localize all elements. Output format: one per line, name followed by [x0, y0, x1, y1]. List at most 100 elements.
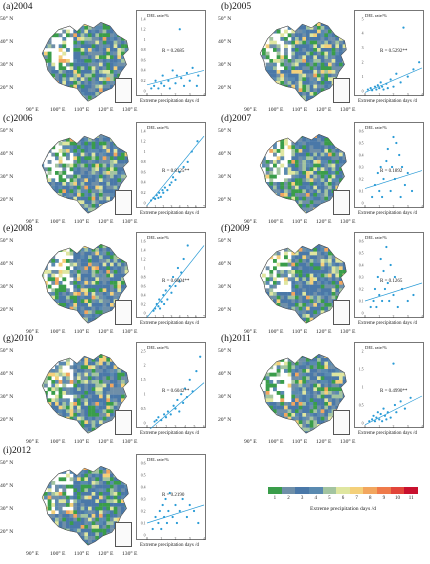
latitude-label: 20° N — [0, 529, 14, 535]
x-tick-label: 4 — [421, 315, 423, 319]
colorbar-ticks: 1 2 3 4 5 6 7 8 9 10 11 — [268, 496, 418, 504]
data-point — [182, 257, 185, 261]
x-tick-label: 7 — [203, 315, 205, 319]
colorbar-swatch — [268, 487, 282, 494]
data-point — [158, 191, 161, 194]
longitude-label: 100° E — [50, 439, 66, 445]
panel: (b)2005 50° N 40° N 30° N 20° N 90° E 100° E 11… — [218, 2, 428, 120]
scatter-plot: 1.4 1.2 1 0.8 0.6 0.4 0.2 0 0 1 2 3 4 — [136, 10, 206, 97]
data-point — [163, 186, 167, 189]
data-point — [197, 521, 200, 525]
data-point — [403, 407, 406, 410]
data-point — [183, 387, 187, 390]
panel: (e)2008 50° N 40° N 30° N 20° N 90° E 100° E 11… — [0, 224, 210, 342]
south-china-sea-inset — [333, 78, 350, 103]
data-point — [157, 196, 160, 199]
x-tick-label: 4 — [421, 205, 423, 209]
data-point — [383, 414, 387, 417]
y-tick-label: 0.6 — [359, 129, 364, 133]
data-point — [388, 299, 391, 303]
y-tick-label: 0.2 — [359, 177, 364, 181]
longitude-label: 90° E — [26, 107, 39, 113]
data-point — [389, 78, 392, 81]
data-point — [154, 307, 157, 310]
latitude-label: 20° N — [218, 85, 232, 91]
data-point — [159, 195, 162, 198]
y-tick-label: 0.6 — [141, 461, 146, 465]
data-point — [171, 275, 175, 279]
data-point — [395, 411, 398, 414]
data-point — [385, 245, 388, 249]
panel-title: (f)2009 — [221, 224, 250, 234]
longitude-axis: 90° E 100° E 110° E 120° E 130° E — [26, 219, 137, 227]
data-point — [185, 71, 188, 75]
scatter-svg: 0.6 0.5 0.4 0.3 0.2 0.1 00 1 2 3 4 — [141, 461, 205, 541]
trend-line — [146, 504, 205, 524]
data-point — [168, 491, 171, 495]
data-point — [389, 416, 392, 419]
latitude-label: 20° N — [0, 307, 14, 313]
colorbar-title: Extreme precipitation days /d — [309, 506, 377, 512]
longitude-label: 100° E — [50, 219, 66, 225]
data-point — [378, 293, 381, 297]
data-point — [375, 88, 378, 91]
x-tick-label: 0 — [146, 425, 148, 429]
data-point — [386, 281, 389, 285]
south-china-sea-inset — [115, 78, 132, 103]
data-point — [157, 521, 160, 525]
data-point — [369, 87, 372, 90]
latitude-label: 40° N — [218, 39, 232, 45]
y-tick-label: 0.2 — [141, 509, 146, 513]
data-point — [382, 269, 385, 273]
panel: (d)2007 50° N 40° N 30° N 20° N 90° E 100° E 11… — [218, 114, 428, 232]
south-china-sea-inset — [333, 300, 350, 325]
data-point — [186, 244, 189, 247]
data-point — [373, 420, 377, 423]
y-tick-label: 0.3 — [141, 497, 146, 501]
y-axis-label: DEL rate/% — [365, 235, 387, 240]
data-point — [402, 26, 405, 29]
latitude-label: 30° N — [0, 506, 14, 512]
latitude-label: 40° N — [218, 261, 232, 267]
x-tick-label: 0 — [146, 205, 148, 209]
y-tick-label: 0.4 — [141, 181, 146, 185]
longitude-label: 100° E — [268, 329, 284, 335]
longitude-label: 120° E — [316, 219, 332, 225]
y-tick-label: 0.8 — [141, 275, 146, 279]
data-point — [166, 298, 169, 301]
data-point — [164, 497, 167, 501]
x-tick-label: 6 — [203, 425, 205, 429]
panel-title: (e)2008 — [3, 224, 33, 234]
data-point — [182, 84, 186, 87]
data-point — [392, 85, 395, 88]
x-tick-label: 2 — [393, 93, 395, 97]
data-point — [166, 189, 169, 192]
panel-title: (c)2006 — [3, 114, 33, 124]
choropleth-map — [41, 354, 129, 434]
x-tick-label: 2 — [175, 537, 177, 541]
correlation-label: R = 0.8125** — [162, 169, 190, 175]
y-axis-label: DEL rate/% — [365, 13, 387, 18]
longitude-label: 120° E — [98, 219, 114, 225]
data-point — [152, 309, 155, 312]
x-tick-label: 6 — [195, 205, 197, 209]
y-tick-label: 0.5 — [141, 407, 146, 411]
data-point — [170, 291, 173, 294]
x-tick-label: 3 — [175, 425, 177, 429]
data-point — [168, 284, 171, 288]
y-axis-label: DEL rate/% — [147, 345, 169, 350]
y-tick-label: 0.3 — [359, 165, 364, 169]
longitude-label: 120° E — [316, 439, 332, 445]
data-point — [163, 515, 166, 519]
y-tick-label: 0.5 — [359, 141, 364, 145]
y-tick-label: 0.6 — [359, 239, 364, 243]
y-tick-label: 0 — [362, 311, 364, 315]
data-point — [160, 82, 163, 85]
data-point — [389, 263, 392, 267]
correlation-label: R = 0.6004** — [162, 279, 190, 285]
panel: (g)2010 50° N 40° N 30° N 20° N 90° E 100° E 11… — [0, 334, 210, 452]
data-point — [378, 189, 381, 193]
latitude-label: 20° N — [0, 197, 14, 203]
y-tick-label: 4 — [362, 32, 364, 36]
data-point — [178, 171, 181, 174]
